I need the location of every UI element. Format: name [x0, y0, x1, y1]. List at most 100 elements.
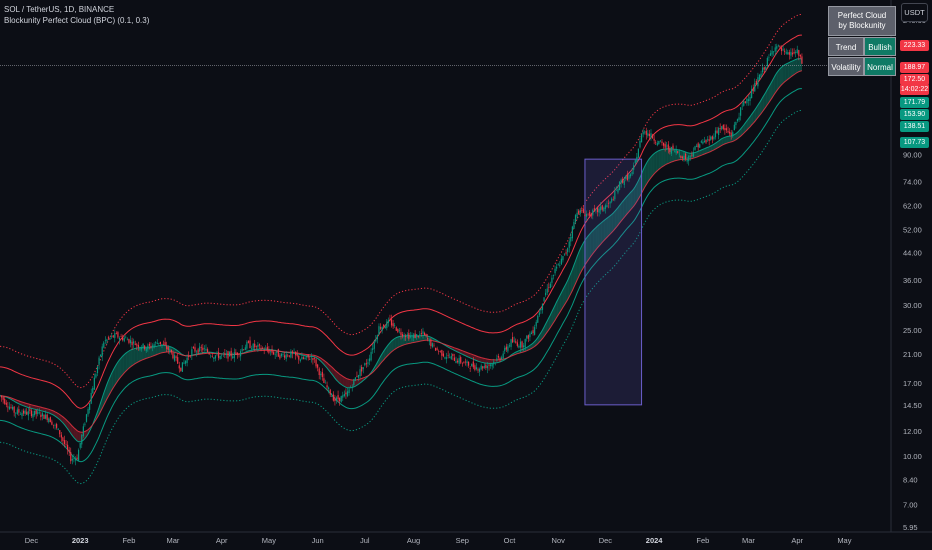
candle-body	[301, 356, 303, 360]
candle-body	[15, 412, 17, 414]
candle-body	[362, 367, 364, 370]
cloud-segment	[388, 342, 390, 355]
candle-body	[626, 173, 629, 181]
candle-body	[467, 361, 470, 366]
cloud-segment	[463, 351, 466, 356]
candle-body	[48, 418, 50, 423]
cloud-segment	[474, 355, 477, 361]
cloud-segment	[124, 353, 126, 373]
cloud-segment	[569, 273, 571, 297]
candle-body	[747, 99, 750, 101]
cloud-segment	[789, 61, 791, 79]
candle-body	[384, 326, 386, 329]
cloud-segment	[562, 286, 565, 308]
candle-body	[765, 66, 767, 70]
candle-body	[383, 324, 385, 327]
candle-body	[332, 394, 334, 401]
candle-body	[46, 414, 48, 420]
candle-body	[493, 361, 495, 365]
candle-body	[713, 136, 715, 140]
cloud-segment	[163, 345, 166, 353]
cloud-segment	[25, 402, 27, 407]
candle-body	[412, 334, 415, 339]
cloud-segment	[605, 218, 607, 240]
time-axis[interactable]: Dec 2023 Feb Mar Apr May Jun Jul Aug Sep Oct Nov Dec…	[25, 536, 852, 545]
candle-body	[538, 312, 540, 316]
candle-body	[716, 130, 718, 133]
candle-body	[576, 212, 578, 217]
cloud-segment	[26, 403, 29, 408]
candle-body	[35, 410, 37, 414]
cloud-segment	[751, 112, 754, 126]
cloud-segment	[652, 153, 655, 176]
candle-body	[637, 148, 640, 158]
cloud-segment	[591, 230, 593, 256]
candle-body	[798, 50, 800, 56]
candle-body	[181, 362, 184, 372]
candle-body	[612, 199, 614, 201]
candle-body	[419, 333, 421, 335]
candle-body	[763, 67, 765, 70]
cloud-segment	[86, 429, 89, 437]
candle-body	[169, 349, 171, 352]
price-badge-countdown: 14:02:22	[900, 84, 929, 95]
candle-body	[106, 339, 108, 342]
candle-body	[766, 58, 768, 67]
candle-body	[370, 351, 372, 361]
candle-body	[54, 425, 56, 426]
cloud-segment	[723, 137, 725, 145]
cloud-segment	[625, 195, 628, 216]
candle-body	[177, 357, 179, 364]
candle-body	[258, 344, 261, 346]
cloud-segment	[78, 431, 81, 442]
cloud-segment	[784, 63, 787, 82]
candle-body	[49, 417, 51, 423]
cloud-segment	[627, 194, 629, 214]
symbol-title[interactable]: SOL / TetherUS, 1D, BINANCE	[4, 5, 115, 14]
price-tick-label: 12.00	[903, 427, 922, 436]
candle-body	[736, 119, 739, 122]
candle-body	[664, 144, 666, 148]
candle-body	[727, 131, 729, 133]
cloud-segment	[158, 345, 161, 354]
candle-body	[107, 337, 110, 339]
candle-body	[111, 335, 113, 337]
price-tick-label: 90.00	[903, 151, 922, 160]
candle-body	[387, 320, 389, 323]
candle-body	[339, 397, 341, 402]
candle-body	[647, 133, 649, 136]
candle-body	[505, 346, 507, 350]
cloud-segment	[75, 429, 78, 441]
cloud-segment	[761, 97, 763, 114]
candle-body	[526, 335, 528, 339]
candle-body	[752, 88, 754, 92]
candle-body	[202, 347, 204, 351]
cloud-segment	[636, 180, 639, 202]
candle-body	[73, 458, 75, 459]
cloud-segment	[419, 335, 422, 342]
cloud-segment	[624, 197, 626, 218]
candle-body	[478, 368, 481, 372]
candle-body	[368, 358, 371, 362]
candle-body	[147, 345, 149, 350]
candle-body	[777, 45, 779, 47]
cloud-segment	[127, 350, 129, 370]
candle-body	[85, 414, 88, 422]
indicator-title[interactable]: Blockunity Perfect Cloud (BPC) (0.1, 0.3…	[4, 16, 150, 25]
cloud-segment	[619, 203, 622, 224]
candle-body	[241, 348, 243, 351]
candle-body	[228, 352, 231, 357]
candle-body	[287, 355, 289, 357]
candle-body	[197, 349, 199, 353]
candle-body	[582, 208, 584, 213]
candle-body	[518, 345, 520, 348]
candle-body	[265, 348, 267, 350]
time-tick-label: May	[262, 536, 276, 545]
currency-button[interactable]: USDT	[901, 3, 928, 22]
candle-body	[662, 142, 665, 146]
cloud-segment	[547, 317, 549, 333]
cloud-segment	[770, 81, 773, 101]
trend-label: Trend	[828, 37, 864, 56]
candle-body	[776, 46, 778, 49]
